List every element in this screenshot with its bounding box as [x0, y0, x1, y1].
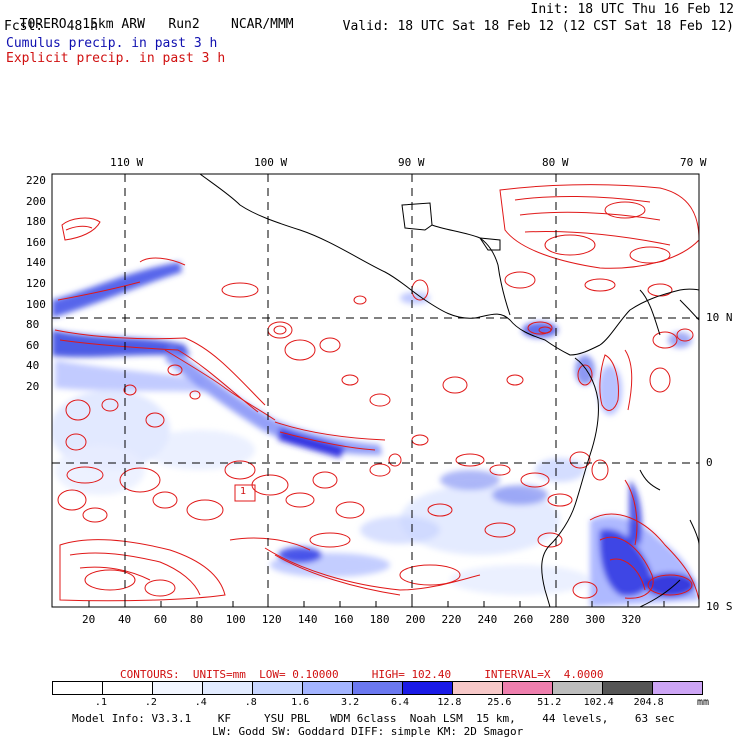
- colorbar-segment: [253, 682, 303, 694]
- y-tick-label: 60: [26, 338, 40, 352]
- valid-time: Valid: 18 UTC Sat 18 Feb 12 (12 CST Sat …: [342, 19, 734, 34]
- colorbar-label: 25.6: [487, 697, 512, 708]
- colorbar: [52, 681, 703, 695]
- colorbar-unit: mm: [697, 697, 710, 708]
- colorbar-label: 1.6: [291, 697, 310, 708]
- colorbar-segment: [303, 682, 353, 694]
- colorbar-label: .8: [244, 697, 257, 708]
- y-tick-label: 80: [26, 318, 40, 332]
- lon-label: 100 W: [254, 156, 288, 169]
- x-tick-label: 40: [117, 613, 132, 626]
- model-title: TORERO 15km ARW Run2 NCAR/MMM: [4, 2, 294, 32]
- y-tick-label: 20: [26, 380, 40, 393]
- lat-label: 10 N: [706, 311, 733, 324]
- colorbar-label: .1: [94, 697, 107, 708]
- fcst-value: 48 h: [66, 19, 98, 34]
- contours-label: CONTOURS:: [120, 668, 180, 681]
- model-physics: LW: Godd SW: Goddard DIFF: simple KM: 2D…: [212, 725, 524, 738]
- model-resolution: 15km ARW: [82, 17, 145, 32]
- cumulus-shading: [52, 262, 699, 607]
- y-tick-label: 120: [26, 277, 46, 290]
- explicit-contours: [54, 184, 699, 602]
- lon-label: 80 W: [542, 156, 569, 169]
- map-field: [52, 174, 699, 607]
- x-tick-label: 200: [405, 613, 426, 626]
- marker-box: [234, 484, 256, 502]
- x-tick-label: 140: [297, 613, 318, 626]
- contours-low: LOW= 0.10000: [259, 668, 339, 681]
- colorbar-label: 6.4: [390, 697, 410, 708]
- colorbar-label: 51.2: [537, 697, 562, 708]
- colorbar-label: 3.2: [341, 697, 360, 708]
- colorbar-segment: [353, 682, 403, 694]
- y-tick-label: 40: [26, 359, 40, 373]
- colorbar-segment: [403, 682, 453, 694]
- init-time: Init: 18 UTC Thu 16 Feb 12: [530, 2, 735, 17]
- x-tick-label: 120: [261, 613, 282, 626]
- y-tick-label: 180: [26, 215, 46, 229]
- colorbar-segment: [153, 682, 203, 694]
- model-center: NCAR/MMM: [231, 17, 294, 32]
- model-run: Run2: [168, 17, 200, 32]
- colorbar-segment: [203, 682, 253, 694]
- x-tick-label: 160: [333, 613, 354, 626]
- contours-info: CONTOURS: UNITS=mm LOW= 0.10000 HIGH= 10…: [120, 668, 604, 681]
- colorbar-segment: [603, 682, 653, 694]
- fcst-label: Fcst:: [4, 19, 44, 34]
- lat-label: 0: [706, 456, 713, 469]
- y-tick-label: 100: [26, 297, 46, 311]
- lon-label: 90 W: [398, 156, 425, 169]
- x-tick-label: 20: [82, 613, 96, 626]
- lon-label: 110 W: [110, 156, 144, 169]
- colorbar-segment: [53, 682, 103, 694]
- colorbar-label: 12.8: [437, 697, 462, 708]
- x-tick-label: 320: [621, 613, 642, 626]
- lat-lon-grid: [52, 174, 699, 607]
- x-tick-label: 60: [153, 613, 168, 626]
- model-info: Model Info: V3.3.1 KF YSU PBL WDM 6class…: [72, 712, 675, 725]
- contours-interval: INTERVAL=X 4.0000: [484, 668, 604, 681]
- contours-high: HIGH= 102.40: [371, 668, 452, 681]
- x-ticks: [88, 601, 665, 607]
- x-tick-label: 280: [549, 613, 570, 626]
- y-tick-label: 140: [26, 256, 46, 270]
- explicit-legend-title: Explicit precip. in past 3 h: [6, 51, 226, 66]
- lon-label: 70 W: [680, 156, 707, 169]
- y-tick-label: 160: [26, 235, 46, 249]
- y-tick-label: 220: [26, 174, 46, 187]
- lat-label: 10 S: [706, 600, 733, 613]
- colorbar-segment: [103, 682, 153, 694]
- x-tick-label: 80: [189, 613, 204, 626]
- colorbar-label: 102.4: [583, 697, 614, 708]
- x-tick-label: 180: [369, 613, 390, 626]
- cumulus-legend-title: Cumulus precip. in past 3 h: [6, 36, 218, 51]
- x-tick-label: 220: [441, 613, 462, 626]
- colorbar-segment: [503, 682, 553, 694]
- x-tick-label: 300: [585, 613, 606, 626]
- colorbar-segment: [553, 682, 603, 694]
- x-tick-label: 260: [513, 613, 534, 626]
- model-name: TORERO: [19, 17, 67, 32]
- colorbar-label: .2: [144, 697, 157, 708]
- colorbar-label: 204.8: [633, 697, 664, 708]
- y-tick-label: 200: [26, 194, 46, 208]
- contours-units: UNITS=mm: [192, 668, 246, 681]
- marker-label: 1: [240, 486, 247, 497]
- x-tick-label: 100: [225, 613, 246, 626]
- x-tick-label: 240: [477, 613, 498, 626]
- colorbar-segment: [653, 682, 702, 694]
- forecast-hour: Fcst: 48 h: [4, 19, 98, 34]
- colorbar-label: .4: [194, 697, 207, 708]
- coastlines: [199, 174, 699, 607]
- colorbar-segment: [453, 682, 503, 694]
